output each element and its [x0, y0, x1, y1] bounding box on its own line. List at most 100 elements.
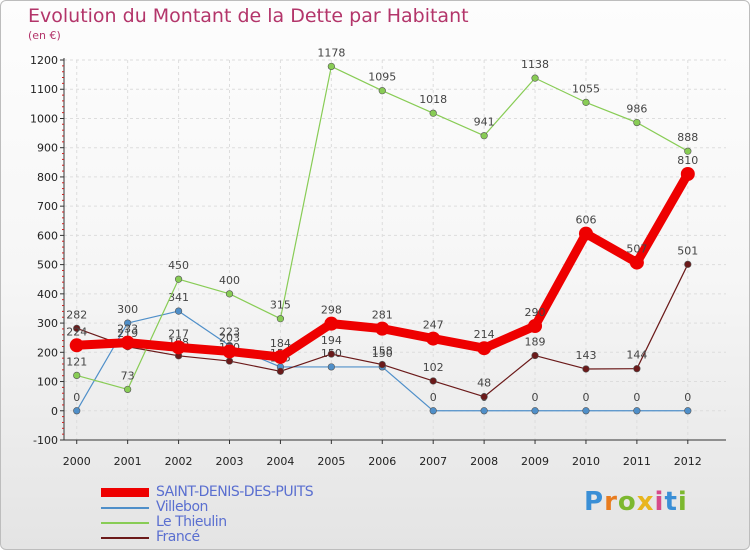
logo-letter: t	[664, 487, 678, 517]
data-label: 217	[168, 327, 189, 340]
legend-label: Francé	[156, 529, 200, 545]
data-label: 290	[525, 306, 546, 319]
legend-swatch	[101, 488, 149, 497]
y-tick-label: -100	[33, 434, 58, 447]
y-tick-label: 300	[37, 317, 58, 330]
data-point	[171, 340, 186, 355]
chart-subtitle: (en €)	[28, 29, 61, 42]
data-point	[684, 147, 692, 155]
x-tick-label: 2004	[266, 455, 294, 468]
data-label: 121	[66, 355, 87, 368]
x-tick-label: 2008	[470, 455, 498, 468]
data-label: 189	[525, 336, 546, 349]
data-point	[429, 407, 437, 415]
data-point	[426, 331, 441, 346]
data-label: 219	[117, 327, 138, 340]
y-tick-label: 1000	[30, 112, 58, 125]
data-label: 941	[474, 116, 495, 129]
data-point	[276, 315, 285, 323]
data-label: 48	[477, 377, 491, 390]
data-point	[531, 407, 539, 415]
logo-letter: i	[677, 487, 688, 517]
data-point	[73, 371, 81, 380]
data-label: 0	[73, 391, 80, 404]
x-tick-label: 2011	[623, 455, 651, 468]
proxiti-logo: Proxiti	[584, 487, 688, 517]
data-point	[73, 407, 81, 415]
y-tick-label: 100	[37, 376, 58, 389]
data-label: 203	[219, 331, 240, 344]
data-point	[327, 62, 335, 71]
data-label: 1138	[521, 58, 549, 71]
legend-swatch	[101, 507, 149, 509]
data-point	[276, 367, 285, 375]
data-point	[69, 338, 84, 353]
x-tick-label: 2006	[368, 455, 396, 468]
data-point	[582, 365, 590, 373]
data-label: 888	[677, 131, 698, 144]
x-tick-label: 2012	[674, 455, 702, 468]
data-point	[327, 350, 335, 358]
data-point	[429, 109, 437, 117]
y-tick-label: 1100	[30, 83, 58, 96]
x-tick-label: 2010	[572, 455, 600, 468]
data-label: 298	[321, 304, 342, 317]
logo-letter: r	[604, 487, 618, 517]
data-point	[531, 74, 539, 82]
data-label: 507	[626, 243, 647, 256]
x-tick-label: 2005	[317, 455, 345, 468]
data-label: 102	[423, 361, 444, 374]
data-label: 144	[626, 349, 647, 362]
data-point	[684, 407, 692, 415]
data-point	[528, 319, 543, 333]
data-point	[578, 226, 593, 241]
data-point	[124, 385, 132, 394]
data-point	[633, 365, 641, 373]
data-point	[633, 118, 641, 127]
data-point	[324, 316, 339, 331]
data-label: 300	[117, 303, 138, 316]
data-label: 341	[168, 291, 189, 304]
data-label: 1095	[368, 71, 396, 84]
data-label: 194	[321, 334, 342, 347]
data-label: 224	[66, 325, 87, 338]
y-tick-label: 700	[37, 200, 58, 213]
data-point	[684, 260, 692, 268]
data-label: 214	[474, 328, 495, 341]
y-tick-label: 1200	[30, 54, 58, 67]
data-point	[273, 349, 288, 364]
data-label: 986	[626, 103, 647, 116]
legend-label: Villebon	[156, 499, 208, 515]
data-label: 143	[575, 349, 596, 362]
data-label: 1055	[572, 82, 600, 95]
y-tick-label: 600	[37, 229, 58, 242]
data-point	[477, 341, 492, 356]
data-point	[73, 324, 81, 332]
data-label: 282	[66, 308, 87, 321]
data-label: 1178	[317, 46, 345, 59]
data-point	[429, 377, 437, 385]
logo-letter: x	[636, 487, 655, 517]
data-point	[375, 321, 390, 336]
data-point	[174, 275, 183, 283]
data-point	[124, 319, 132, 327]
y-tick-label: 800	[37, 171, 58, 184]
x-tick-label: 2009	[521, 455, 549, 468]
x-tick-label: 2002	[165, 455, 193, 468]
x-tick-label: 2003	[216, 455, 244, 468]
data-label: 158	[372, 345, 393, 358]
data-label: 0	[532, 391, 539, 404]
data-label: 400	[219, 274, 240, 287]
data-label: 810	[677, 154, 698, 167]
data-label: 233	[117, 323, 138, 336]
x-tick-label: 2000	[63, 455, 91, 468]
data-point	[582, 98, 590, 106]
series-franc-: 28221918817013519415810248189143144501	[66, 244, 698, 401]
legend-swatch	[101, 537, 149, 539]
data-point	[174, 307, 183, 315]
data-point	[225, 357, 234, 365]
data-label: 0	[582, 391, 589, 404]
data-label: 184	[270, 337, 291, 350]
chart-title: Evolution du Montant de la Dette par Hab…	[28, 5, 469, 27]
